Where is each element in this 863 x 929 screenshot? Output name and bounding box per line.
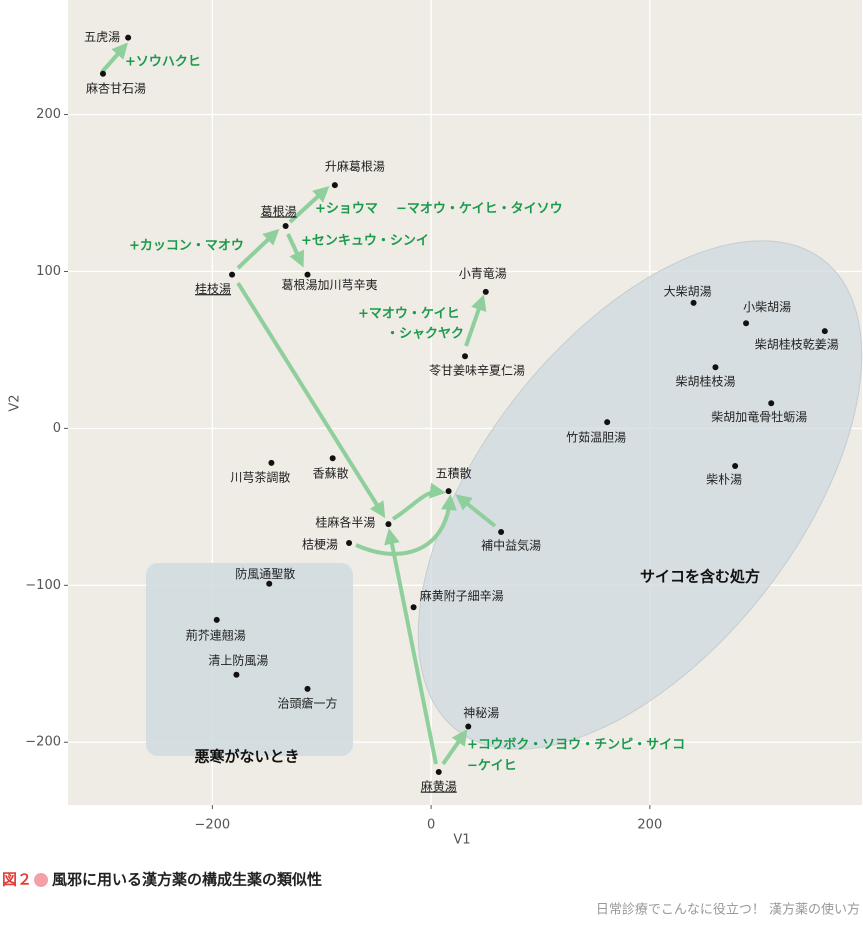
point-label: 竹茹温胆湯 (566, 431, 626, 445)
point-label: 麻黄附子細辛湯 (420, 588, 504, 603)
point (498, 528, 505, 535)
point (99, 70, 106, 77)
arrow (100, 42, 128, 74)
point (604, 419, 611, 426)
point (266, 580, 273, 587)
point (435, 769, 442, 776)
point-label: 大柴胡湯 (664, 284, 712, 298)
y-tick-label: 200 (36, 107, 61, 122)
point (768, 400, 775, 407)
point-label: 清上防風湯 (208, 652, 268, 667)
point-label: 荊芥連翹湯 (186, 628, 246, 642)
point-label: 香蘇散 (313, 466, 349, 481)
point-label: 治頭瘡一方 (278, 695, 338, 710)
point-label: 麻杏甘石湯 (86, 80, 146, 95)
annotation: +コウボク・ソヨウ・チンピ・サイコ (467, 737, 685, 753)
arrow (236, 281, 386, 519)
point (482, 288, 489, 295)
caption-text: 風邪に用いる漢方薬の構成生薬の類似性 (52, 871, 322, 889)
point (385, 521, 392, 528)
region-box (146, 563, 353, 756)
point (213, 616, 220, 623)
arrow (355, 494, 457, 556)
point (233, 671, 240, 678)
annotation: +センキュウ・シンイ (301, 234, 429, 249)
y-tick-label: −200 (25, 735, 61, 750)
point (712, 364, 719, 371)
point (125, 34, 132, 41)
y-tick-label: −100 (25, 578, 61, 593)
point (462, 353, 468, 360)
point (331, 182, 338, 189)
point (732, 463, 739, 470)
point-label: 柴朴湯 (706, 472, 742, 487)
point (690, 299, 697, 306)
point-label: 桂枝湯 (195, 281, 231, 296)
region-label: 悪寒がないとき (194, 748, 299, 766)
annotation: −ケイヒ (467, 759, 517, 774)
point (743, 320, 750, 327)
source: 日常診療でこんなに役立つ！ 漢方薬の使い方 (596, 902, 860, 918)
annotation: ・シャクヤク (386, 327, 464, 342)
point-label: 神秘湯 (463, 706, 499, 720)
point-label: 麻黄湯 (421, 779, 457, 794)
annotation: −マオウ・ケイヒ・タイソウ (396, 202, 563, 217)
x-tick-label: −200 (195, 818, 231, 833)
point-label: 柴胡加竜骨牡蛎湯 (711, 409, 807, 424)
point-label: 小青竜湯 (459, 266, 507, 280)
caption-dot (34, 873, 48, 887)
y-tick-label: 100 (36, 264, 61, 279)
point (282, 222, 289, 229)
annotation: +ソウハクヒ (125, 55, 201, 70)
point (268, 459, 275, 466)
x-axis-title: V1 (453, 833, 470, 848)
arrow (288, 185, 330, 224)
arrow (391, 482, 446, 521)
point-label: 五積散 (436, 466, 472, 481)
point (329, 455, 336, 462)
point-label: 桂麻各半湯 (315, 515, 375, 530)
point (465, 723, 472, 730)
arrow (464, 294, 487, 347)
point-label: 苓甘姜味辛夏仁湯 (429, 364, 525, 378)
point (410, 604, 417, 611)
arrow (286, 233, 305, 268)
region-label: サイコを含む処方 (640, 568, 760, 586)
point-label: 葛根湯 (261, 204, 297, 218)
point-label: 升麻葛根湯 (325, 159, 385, 174)
point-label: 補中益気湯 (481, 537, 541, 552)
y-axis-title: V2 (8, 394, 23, 411)
annotation: +ショウマ (315, 202, 378, 217)
point-label: 防風通聖散 (235, 566, 295, 581)
point-label: 桔梗湯 (302, 536, 338, 551)
point-label: 柴胡桂枝乾姜湯 (755, 337, 839, 352)
point (445, 488, 452, 495)
annotation: +カッコン・マオウ (129, 239, 244, 254)
point (229, 271, 236, 278)
point-label: 川芎茶調散 (230, 469, 290, 484)
point (346, 539, 353, 546)
annotation: +マオウ・ケイヒ (358, 307, 460, 322)
point (821, 328, 828, 335)
figure-number: 図２ (2, 871, 32, 889)
point (304, 685, 311, 692)
point-label: 葛根湯加川芎辛夷 (282, 277, 378, 292)
arrow (455, 494, 497, 528)
arrow (236, 228, 280, 270)
arrow (441, 729, 468, 766)
y-tick-label: 0 (53, 421, 61, 436)
x-tick-label: 0 (427, 818, 435, 833)
point (304, 271, 311, 278)
point-label: 五虎湯 (84, 30, 120, 44)
arrow (384, 528, 438, 765)
point-label: 小柴胡湯 (743, 300, 791, 314)
point-label: 柴胡桂枝湯 (675, 374, 735, 389)
x-tick-label: 200 (637, 818, 662, 833)
arrows (100, 42, 497, 766)
